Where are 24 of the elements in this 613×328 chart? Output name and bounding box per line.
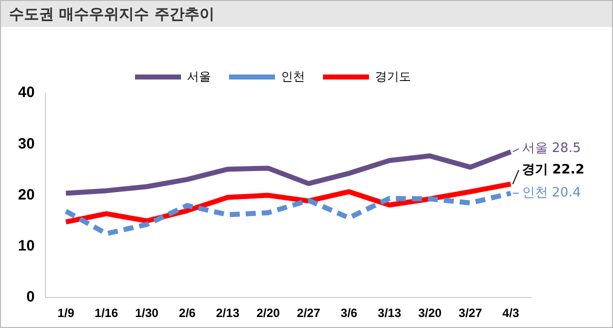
x-tick-label: 3/13 (378, 306, 402, 320)
y-tick-label: 40 (18, 84, 35, 102)
x-tick-label: 1/30 (135, 306, 159, 320)
x-tick-label: 2/6 (178, 306, 196, 320)
y-tick-label: 0 (26, 288, 35, 306)
annotation: 서울 28.5 (522, 141, 581, 156)
x-tick-label: 1/9 (58, 306, 75, 320)
legend-label: 경기도 (375, 69, 411, 84)
x-tick-label: 3/6 (340, 306, 358, 320)
x-tick-label: 3/27 (458, 306, 482, 320)
chart-title: 수도권 매수우위지수 주간추이 (1, 1, 612, 27)
annotation: 경기 22.2 (522, 162, 584, 178)
y-tick-label: 20 (18, 186, 35, 204)
x-tick-label: 2/27 (296, 306, 321, 320)
annotation: 인천 20.4 (522, 186, 581, 201)
x-tick-label: 2/20 (256, 306, 280, 320)
x-tick-label: 4/3 (502, 306, 520, 320)
y-tick-label: 30 (18, 135, 35, 152)
x-tick-label: 2/13 (216, 306, 240, 320)
x-tick-label: 3/20 (418, 306, 442, 320)
legend-label: 인천 (281, 69, 305, 84)
y-tick-label: 10 (18, 238, 35, 255)
x-tick-label: 1/16 (94, 306, 118, 320)
legend-label: 서울 (187, 69, 211, 84)
